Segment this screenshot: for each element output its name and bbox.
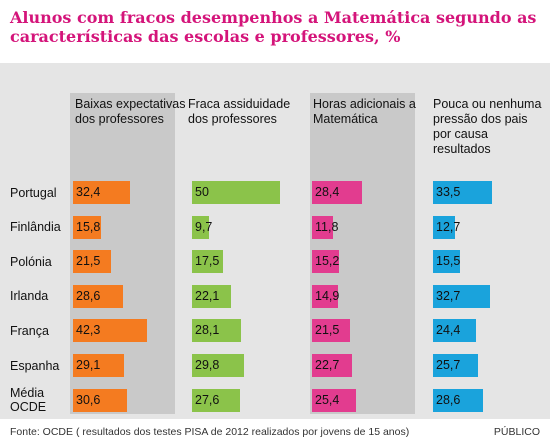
category-label: França: [10, 323, 49, 338]
data-label: 25,7: [436, 358, 461, 372]
data-label: 30,6: [76, 392, 101, 407]
data-label: 25,4: [315, 392, 340, 407]
bar-mark: [312, 215, 333, 239]
data-label: 29,8: [195, 358, 220, 372]
bar-mark: [433, 284, 491, 308]
data-label: 11,8: [315, 219, 339, 234]
data-label: 17,5: [195, 254, 220, 269]
bar-mark: [192, 319, 242, 343]
category-label: Finlândia: [10, 220, 61, 235]
category-label: Portugal: [10, 185, 57, 200]
bar-mark: [192, 215, 209, 239]
bar-mark: [312, 284, 339, 308]
bar-mark: [73, 388, 127, 412]
bar-mark: [73, 319, 148, 343]
series-header: Pouca ou nenhuma pressão dos pais por ca…: [433, 97, 542, 156]
category-label: Irlanda: [10, 289, 49, 304]
publisher-brand: PÚBLICO: [493, 426, 540, 438]
bar-mark: [312, 181, 362, 204]
bar-mark: [73, 250, 111, 274]
data-label: 29,1: [76, 358, 101, 372]
bar-mark: [192, 388, 241, 412]
bar-mark: [433, 388, 484, 412]
bar-mark: [312, 319, 350, 343]
data-label: 32,4: [76, 185, 101, 199]
category-label: Espanha: [10, 358, 60, 373]
bar-mark: [433, 215, 456, 239]
bar-mark: [312, 250, 339, 274]
bar-mark: [192, 181, 280, 204]
data-label: 21,5: [76, 254, 101, 269]
category-label: Polónia: [10, 254, 52, 269]
chart-title: Alunos com fracos desempenhos a Matemáti…: [10, 8, 537, 46]
bar-mark: [433, 319, 476, 343]
data-label: 22,7: [315, 358, 340, 372]
series-header: Horas adicionais a Matemática: [313, 97, 416, 126]
bar-mark: [73, 181, 130, 204]
source-note: Fonte: OCDE ( resultados dos testes PISA…: [10, 426, 410, 438]
bar-mark: [192, 284, 231, 308]
data-label: 28,6: [76, 288, 101, 303]
data-label: 33,5: [436, 185, 461, 199]
data-label: 24,4: [436, 323, 461, 338]
data-label: 21,5: [315, 323, 340, 338]
data-label: 9,7: [195, 219, 213, 234]
bar-mark: [312, 388, 357, 412]
data-label: 27,6: [195, 392, 220, 407]
bar-mark: [312, 354, 352, 377]
series-header: Fraca assiduidade dos professores: [188, 97, 291, 126]
data-label: 50: [195, 185, 209, 199]
bar-mark: [73, 215, 101, 239]
data-label: 22,1: [195, 288, 220, 303]
data-label: 14,9: [315, 288, 340, 303]
bar-mark: [433, 354, 478, 377]
bar-mark: [73, 284, 124, 308]
data-label: 15,8: [76, 219, 101, 234]
category-label: Média OCDE: [10, 386, 47, 415]
data-label: 42,3: [76, 323, 101, 338]
bar-mark: [192, 354, 245, 377]
series-header: Baixas expectativas dos professores: [75, 97, 186, 126]
bar-mark: [433, 250, 461, 274]
data-label: 28,4: [315, 185, 340, 199]
data-label: 12,7: [436, 219, 461, 234]
data-label: 15,5: [436, 254, 461, 269]
bar-mark: [433, 181, 492, 204]
data-label: 28,6: [436, 392, 461, 407]
data-label: 32,7: [436, 288, 461, 303]
data-label: 28,1: [195, 323, 220, 338]
data-label: 15,2: [315, 254, 340, 269]
bar-mark: [192, 250, 223, 274]
bar-mark: [73, 354, 124, 377]
